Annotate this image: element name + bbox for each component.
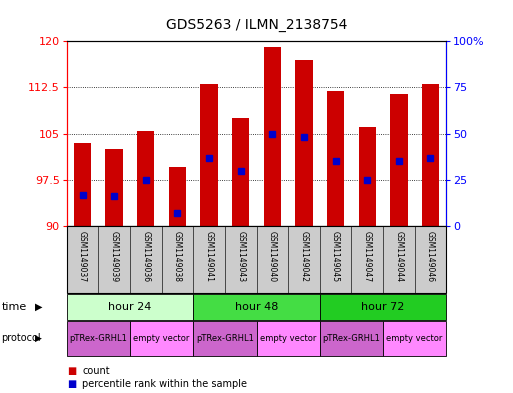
Text: empty vector: empty vector <box>386 334 443 343</box>
Text: GSM1149036: GSM1149036 <box>141 231 150 283</box>
Text: ▶: ▶ <box>35 302 43 312</box>
Bar <box>193 294 320 320</box>
Text: empty vector: empty vector <box>260 334 317 343</box>
Bar <box>137 130 154 226</box>
Text: hour 72: hour 72 <box>361 302 405 312</box>
Bar <box>295 60 312 226</box>
Bar <box>193 321 256 356</box>
Text: GSM1149037: GSM1149037 <box>78 231 87 283</box>
Bar <box>67 226 98 293</box>
Bar <box>232 118 249 226</box>
Bar <box>288 226 320 293</box>
Bar <box>225 226 256 293</box>
Text: GSM1149042: GSM1149042 <box>300 231 308 282</box>
Bar <box>256 321 320 356</box>
Text: ■: ■ <box>67 366 76 376</box>
Text: hour 24: hour 24 <box>108 302 152 312</box>
Text: count: count <box>82 366 110 376</box>
Text: pTRex-GRHL1: pTRex-GRHL1 <box>196 334 254 343</box>
Bar <box>320 294 446 320</box>
Text: GSM1149040: GSM1149040 <box>268 231 277 283</box>
Text: GSM1149047: GSM1149047 <box>363 231 372 283</box>
Text: percentile rank within the sample: percentile rank within the sample <box>82 379 247 389</box>
Bar <box>67 294 193 320</box>
Bar <box>169 167 186 226</box>
Bar <box>359 127 376 226</box>
Bar <box>130 321 193 356</box>
Text: ▶: ▶ <box>35 334 42 343</box>
Bar <box>390 94 407 226</box>
Bar <box>327 90 344 226</box>
Text: hour 48: hour 48 <box>235 302 278 312</box>
Text: time: time <box>2 302 27 312</box>
Bar <box>422 84 439 226</box>
Text: empty vector: empty vector <box>133 334 190 343</box>
Bar <box>74 143 91 226</box>
Bar <box>67 321 130 356</box>
Bar <box>320 321 383 356</box>
Text: GSM1149045: GSM1149045 <box>331 231 340 283</box>
Bar <box>201 84 218 226</box>
Text: GSM1149043: GSM1149043 <box>236 231 245 283</box>
Bar <box>383 321 446 356</box>
Bar <box>383 226 415 293</box>
Text: GSM1149046: GSM1149046 <box>426 231 435 283</box>
Text: pTRex-GRHL1: pTRex-GRHL1 <box>323 334 380 343</box>
Text: pTRex-GRHL1: pTRex-GRHL1 <box>69 334 127 343</box>
Text: GSM1149039: GSM1149039 <box>110 231 119 283</box>
Bar <box>256 226 288 293</box>
Bar <box>162 226 193 293</box>
Text: GSM1149041: GSM1149041 <box>205 231 213 282</box>
Bar <box>193 226 225 293</box>
Text: protocol: protocol <box>2 333 41 343</box>
Bar <box>106 149 123 226</box>
Bar <box>264 48 281 226</box>
Bar <box>351 226 383 293</box>
Bar <box>98 226 130 293</box>
Text: ■: ■ <box>67 379 76 389</box>
Text: GDS5263 / ILMN_2138754: GDS5263 / ILMN_2138754 <box>166 18 347 32</box>
Bar <box>415 226 446 293</box>
Bar <box>320 226 351 293</box>
Bar <box>130 226 162 293</box>
Text: GSM1149044: GSM1149044 <box>394 231 403 283</box>
Text: GSM1149038: GSM1149038 <box>173 231 182 282</box>
